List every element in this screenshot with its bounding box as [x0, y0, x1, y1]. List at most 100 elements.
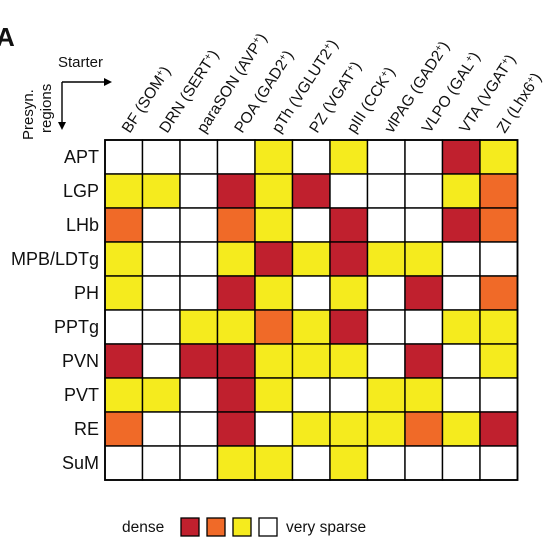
heatmap-cell: [141, 139, 181, 175]
heatmap-cell: [141, 173, 181, 209]
legend-swatch: [232, 517, 252, 537]
row-label: RE: [74, 419, 99, 439]
row-label: PVT: [64, 385, 99, 405]
heatmap-cell: [404, 309, 444, 345]
heatmap-cell: [404, 411, 444, 447]
heatmap-cell: [141, 309, 181, 345]
corner-arrow-right: [104, 78, 112, 86]
heatmap-cell: [291, 377, 331, 413]
heatmap-cell: [366, 377, 406, 413]
heatmap-cell: [441, 173, 481, 209]
heatmap-cell: [216, 445, 256, 481]
column-labels: BF (SOM+)DRN (SERT+)paraSON (AVP+)POA (G…: [119, 30, 545, 136]
heatmap-cell: [441, 309, 481, 345]
heatmap-cell: [291, 343, 331, 379]
heatmap-cell: [366, 139, 406, 175]
heatmap-cell: [291, 309, 331, 345]
heatmap-cell: [141, 377, 181, 413]
heatmap-cell: [104, 173, 144, 209]
panel-letter: A: [0, 22, 15, 52]
heatmap-cell: [479, 343, 519, 379]
heatmap-cell: [254, 275, 294, 311]
heatmap-cell: [291, 207, 331, 243]
heatmap-cell: [104, 309, 144, 345]
heatmap-cell: [479, 207, 519, 243]
heatmap-cell: [104, 139, 144, 175]
heatmap-cell: [329, 173, 369, 209]
columns-axis-label: Starter: [58, 54, 103, 71]
heatmap-cell: [441, 411, 481, 447]
heatmap-cell: [404, 343, 444, 379]
heatmap-cell: [141, 207, 181, 243]
heatmap-cell: [216, 139, 256, 175]
heatmap-cell: [479, 139, 519, 175]
row-label: PVN: [62, 351, 99, 371]
legend-label-very-sparse: very sparse: [286, 519, 366, 536]
heatmap-cell: [216, 377, 256, 413]
heatmap-cell: [479, 445, 519, 481]
heatmap-cell: [366, 275, 406, 311]
heatmap-cell: [254, 207, 294, 243]
heatmap-cells: [104, 139, 519, 481]
heatmap-cell: [216, 173, 256, 209]
heatmap-cell: [291, 445, 331, 481]
heatmap-cell: [479, 411, 519, 447]
heatmap-cell: [441, 445, 481, 481]
corner-arrow-down: [58, 122, 66, 130]
heatmap-cell: [329, 411, 369, 447]
row-label: LHb: [66, 215, 99, 235]
heatmap-cell: [366, 309, 406, 345]
heatmap-cell: [366, 241, 406, 277]
legend-swatch: [180, 517, 200, 537]
heatmap-cell: [179, 445, 219, 481]
heatmap-cell: [404, 241, 444, 277]
heatmap-cell: [366, 343, 406, 379]
heatmap-cell: [404, 207, 444, 243]
legend: dense very sparse: [122, 517, 366, 537]
heatmap-cell: [291, 275, 331, 311]
heatmap-cell: [329, 207, 369, 243]
heatmap-cell: [329, 343, 369, 379]
row-label: SuM: [62, 453, 99, 473]
heatmap-cell: [366, 207, 406, 243]
heatmap-cell: [216, 411, 256, 447]
axis-corner: Starter Presyn. regions: [20, 54, 112, 140]
heatmap-cell: [441, 275, 481, 311]
heatmap-cell: [104, 377, 144, 413]
rows-axis-label-line2: regions: [38, 84, 55, 133]
heatmap-cell: [366, 173, 406, 209]
heatmap-cell: [404, 445, 444, 481]
heatmap-cell: [104, 445, 144, 481]
heatmap-cell: [216, 343, 256, 379]
heatmap-cell: [104, 275, 144, 311]
heatmap-cell: [141, 275, 181, 311]
heatmap-cell: [179, 377, 219, 413]
heatmap-cell: [441, 343, 481, 379]
heatmap-cell: [254, 411, 294, 447]
heatmap-cell: [479, 309, 519, 345]
heatmap-cell: [104, 411, 144, 447]
row-labels: APT LGP LHb MPB/LDTg PH PPTg PVN PVT RE SuM: [11, 147, 99, 473]
heatmap-cell: [441, 139, 481, 175]
heatmap-cell: [329, 309, 369, 345]
heatmap-cell: [254, 343, 294, 379]
heatmap-cell: [179, 411, 219, 447]
row-label: LGP: [63, 181, 99, 201]
heatmap-cell: [291, 173, 331, 209]
heatmap-cell: [254, 309, 294, 345]
heatmap-cell: [404, 377, 444, 413]
heatmap-cell: [141, 445, 181, 481]
heatmap-cell: [291, 411, 331, 447]
heatmap-cell: [216, 309, 256, 345]
heatmap-cell: [441, 207, 481, 243]
heatmap-cell: [254, 445, 294, 481]
heatmap-cell: [104, 241, 144, 277]
heatmap-cell: [179, 241, 219, 277]
heatmap-cell: [179, 173, 219, 209]
heatmap-cell: [329, 377, 369, 413]
heatmap-cell: [404, 275, 444, 311]
heatmap-cell: [216, 275, 256, 311]
heatmap-cell: [179, 207, 219, 243]
heatmap-cell: [141, 343, 181, 379]
heatmap-cell: [179, 309, 219, 345]
